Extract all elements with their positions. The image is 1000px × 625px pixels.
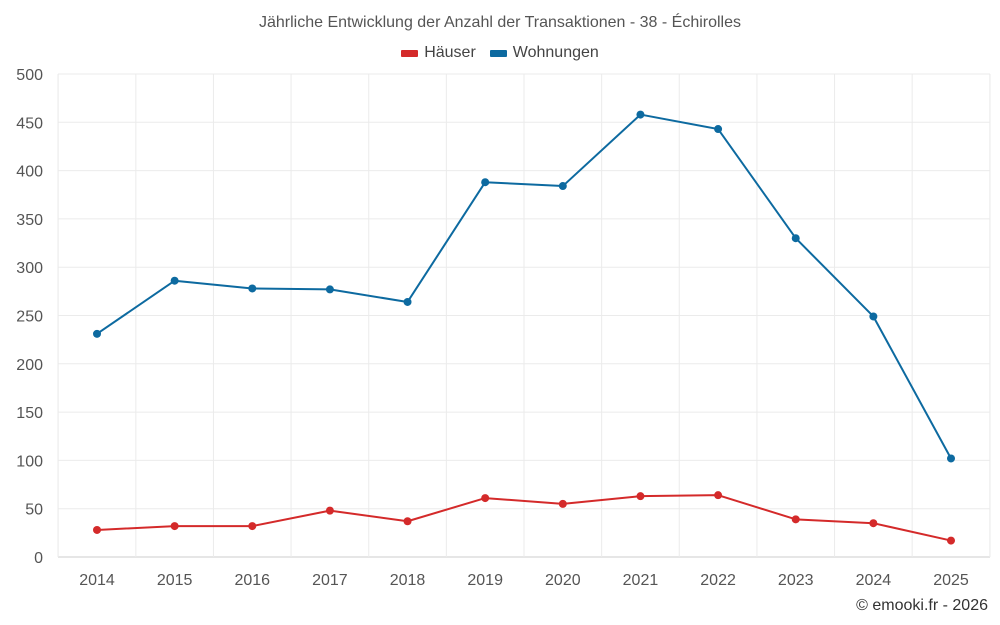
data-point-wohnungen[interactable]	[947, 454, 955, 463]
data-point-wohnungen[interactable]	[636, 110, 645, 119]
x-tick-label: 2022	[700, 572, 736, 589]
y-tick-label: 0	[34, 550, 43, 567]
data-point-wohnungen[interactable]	[791, 234, 800, 243]
legend-label-wohnungen: Wohnungen	[512, 44, 599, 61]
x-tick-label: 2014	[79, 572, 115, 589]
series-line-wohnungen	[96, 113, 952, 459]
chart-title: Jährliche Entwicklung der Anzahl der Tra…	[258, 14, 742, 31]
data-point-haeuser[interactable]	[248, 522, 257, 531]
data-point-wohnungen[interactable]	[325, 285, 334, 294]
y-tick-label: 100	[16, 453, 43, 470]
data-point-wohnungen[interactable]	[869, 312, 878, 321]
data-point-wohnungen[interactable]	[248, 284, 257, 293]
legend-swatch-haeuser	[401, 49, 419, 57]
credit-text: © emooki.fr - 2026	[856, 597, 988, 614]
data-point-haeuser[interactable]	[481, 494, 490, 503]
data-point-haeuser[interactable]	[170, 522, 179, 531]
data-point-wohnungen[interactable]	[170, 276, 179, 285]
data-point-haeuser[interactable]	[714, 491, 723, 500]
x-tick-label: 2021	[623, 572, 659, 589]
data-point-wohnungen[interactable]	[558, 182, 567, 191]
x-tick-label: 2019	[467, 572, 503, 589]
data-point-wohnungen[interactable]	[714, 125, 723, 134]
data-point-haeuser[interactable]	[558, 499, 567, 508]
legend-item-wohnungen[interactable]: Wohnungen	[489, 44, 599, 62]
y-tick-label: 450	[16, 115, 43, 132]
y-tick-label: 350	[16, 212, 43, 229]
data-point-haeuser[interactable]	[403, 517, 412, 526]
data-point-haeuser[interactable]	[93, 525, 101, 534]
legend-item-haeuser[interactable]: Häuser	[401, 44, 476, 62]
y-tick-label: 150	[16, 405, 43, 422]
x-tick-label: 2020	[545, 572, 581, 589]
y-tick-label: 250	[16, 309, 43, 326]
data-point-haeuser[interactable]	[947, 536, 955, 545]
x-tick-label: 2024	[856, 572, 892, 589]
legend: Häuser Wohnungen	[0, 44, 1000, 62]
x-tick-label: 2017	[312, 572, 348, 589]
data-point-haeuser[interactable]	[636, 492, 645, 501]
series-line-haeuser	[96, 494, 952, 542]
y-tick-label: 200	[16, 357, 43, 374]
data-point-haeuser[interactable]	[325, 506, 334, 515]
x-tick-label: 2018	[390, 572, 426, 589]
data-point-wohnungen[interactable]	[93, 329, 101, 338]
legend-swatch-wohnungen	[489, 49, 507, 57]
data-point-wohnungen[interactable]	[481, 178, 490, 187]
x-tick-label: 2025	[933, 572, 969, 589]
y-tick-label: 300	[16, 260, 43, 277]
x-tick-label: 2016	[234, 572, 270, 589]
y-tick-label: 50	[25, 502, 43, 519]
legend-label-haeuser: Häuser	[424, 44, 476, 61]
x-tick-label: 2015	[157, 572, 193, 589]
data-point-haeuser[interactable]	[791, 515, 800, 524]
data-point-haeuser[interactable]	[869, 519, 878, 528]
data-point-wohnungen[interactable]	[403, 297, 412, 306]
y-tick-label: 500	[16, 67, 43, 84]
x-tick-label: 2023	[778, 572, 814, 589]
y-tick-label: 400	[16, 164, 43, 181]
